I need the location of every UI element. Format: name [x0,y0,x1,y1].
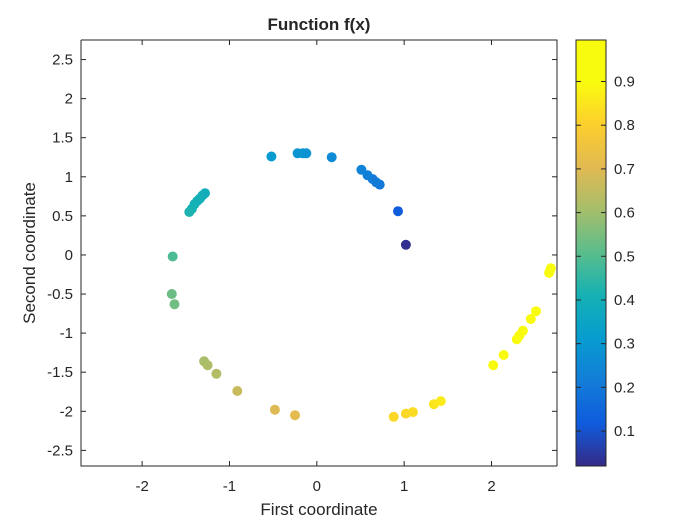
scatter-point-31 [407,407,418,418]
y-tick-label: -0.5 [47,286,73,303]
scatter-point-26 [232,386,243,396]
scatter-point-1 [400,239,411,250]
scatter-point-38 [517,325,528,336]
scatter-point-34 [488,360,499,371]
colorbar-tick-label: 0.8 [614,117,635,134]
plot-area: -2 -1 0 1 2 -2.5 -2 -1.5 -1 -0.5 0 0.5 1 1.5 2 2.5 [47,39,558,495]
scatter-point-12 [266,151,277,162]
colorbar-gradient [576,40,606,466]
y-tick-label: -2.5 [47,442,73,459]
colorbar-tick-label: 0.6 [614,205,635,222]
y-tick-label: -1.5 [47,364,73,381]
scatter-point-35 [498,350,509,360]
x-tick-label: -1 [223,478,236,495]
axes-box-top-right [81,39,558,466]
scatter-point-29 [388,411,399,422]
colorbar-tick-label: 0.1 [614,423,635,440]
scatter-point-43 [545,263,556,274]
scatter-point-33 [435,396,446,407]
colorbar-tick-label: 0.5 [614,248,635,265]
y-tick-label: -2 [60,403,73,420]
x-axis-ticks: -2 -1 0 1 2 [135,40,496,495]
colorbar-tick-label: 0.4 [614,292,635,309]
colorbar-tick-label: 0.2 [614,379,635,396]
scatter-point-7 [356,164,367,175]
scatter-point-27 [269,404,280,415]
x-tick-label: 0 [313,478,321,495]
x-tick-label: -2 [135,478,148,495]
x-tick-label: 2 [487,478,495,495]
colorbar-tick-label: 0.9 [614,74,635,91]
colorbar: 0.1 0.2 0.3 0.4 0.5 0.6 0.7 0.8 0.9 [575,39,635,467]
x-axis-label: First coordinate [260,500,377,519]
scatter-point-8 [326,152,337,163]
y-tick-label: 0.5 [52,208,73,225]
scatter-point-11 [292,148,303,159]
scatter-point-40 [531,306,541,317]
y-tick-label: 1 [65,169,73,186]
scatter-point-24 [202,360,213,371]
scatter-point-2 [393,206,403,217]
y-tick-label: 2.5 [52,52,73,69]
y-tick-label: 2 [65,91,73,108]
chart-title: Function f(x) [268,15,371,34]
scatter-points [166,148,556,422]
y-tick-label: 1.5 [52,130,73,147]
y-axis-label: Second coordinate [20,182,39,324]
scatter-point-19 [184,207,195,217]
x-tick-label: 1 [400,478,408,495]
colorbar-tick-label: 0.7 [614,161,635,178]
scatter-point-25 [211,368,222,379]
scatter-point-21 [166,289,177,299]
scatter-point-20 [167,251,178,262]
scatter-point-28 [290,410,300,421]
y-axis-ticks: -2.5 -2 -1.5 -1 -0.5 0 0.5 1 1.5 2 2.5 [47,52,557,459]
scatter-point-39 [525,314,536,324]
y-tick-label: -1 [60,325,73,342]
y-tick-label: 0 [65,247,73,264]
scatter-point-22 [169,299,180,310]
colorbar-ticks: 0.1 0.2 0.3 0.4 0.5 0.6 0.7 0.8 0.9 [576,74,635,440]
colorbar-tick-label: 0.3 [614,336,635,353]
colorbar-frame [575,39,607,467]
axes-box-left-bottom [80,40,557,467]
